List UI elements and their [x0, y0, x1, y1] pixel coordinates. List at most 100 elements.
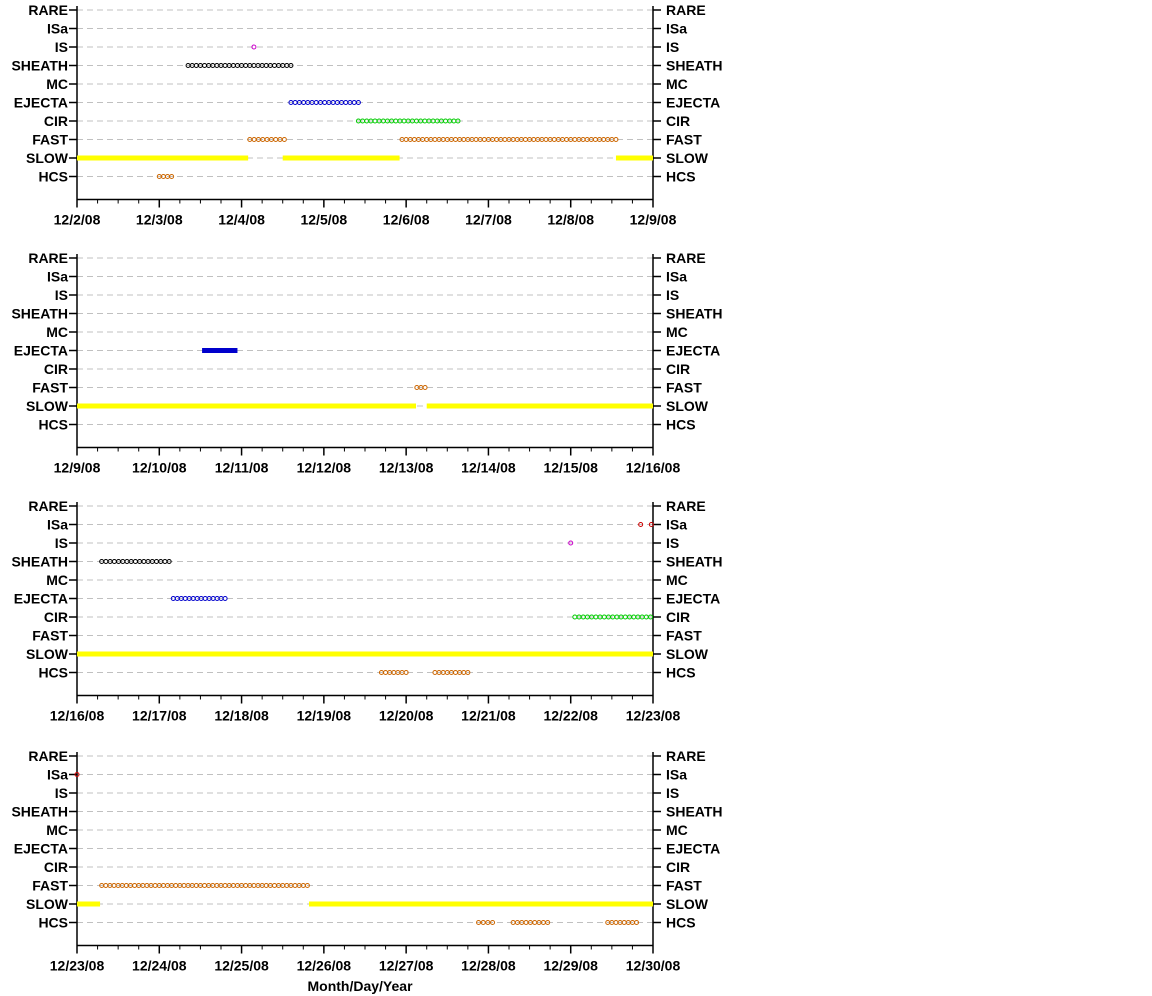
x-tick-label: 12/6/08: [383, 212, 430, 228]
x-tick-label: 12/24/08: [132, 958, 187, 974]
data-point-cir: [455, 118, 461, 124]
x-tick-label: 12/2/08: [54, 212, 101, 228]
category-label-left: SLOW: [26, 398, 69, 414]
category-label-left: ISa: [47, 517, 68, 533]
data-point-fast: [592, 137, 598, 142]
panel-2: RARE RARE ISa ISa IS IS SHEATH SHEATH MC MC EJECTA…: [11, 250, 722, 476]
data-point-fast: [304, 883, 310, 888]
category-label-left: SLOW: [26, 896, 69, 912]
data-point-cir: [648, 614, 654, 620]
data-point-fast: [222, 883, 228, 888]
category-label-right: CIR: [666, 113, 690, 129]
category-label-left: SLOW: [26, 646, 69, 662]
data-point-hcs: [383, 670, 389, 675]
x-tick-label: 12/19/08: [297, 708, 352, 724]
x-tick-label: 12/27/08: [379, 958, 434, 974]
category-label-left: SHEATH: [11, 804, 68, 820]
category-label-right: HCS: [666, 665, 696, 681]
data-point-fast: [572, 137, 578, 142]
category-label-right: HCS: [666, 417, 696, 433]
category-label-left: EJECTA: [14, 95, 68, 111]
x-tick-label: 12/30/08: [626, 958, 681, 974]
x-tick-label: 12/16/08: [626, 460, 681, 476]
panel-1: RARE RARE ISa ISa IS IS SHEATH SHEATH MC MC EJECTA…: [11, 2, 722, 228]
x-tick-label: 12/8/08: [547, 212, 594, 228]
category-label-right: IS: [666, 785, 679, 801]
data-point-fast: [132, 883, 138, 888]
category-label-left: RARE: [28, 2, 68, 18]
data-point-sheath: [222, 63, 228, 68]
data-point-ejecta: [355, 100, 361, 105]
x-tick-label: 12/9/08: [630, 212, 677, 228]
category-label-right: EJECTA: [666, 95, 720, 111]
x-tick-label: 12/29/08: [543, 958, 598, 974]
x-tick-label: 12/10/08: [132, 460, 187, 476]
data-point-fast: [422, 385, 428, 390]
category-label-right: SHEATH: [666, 554, 723, 570]
category-label-left: MC: [46, 324, 68, 340]
data-point-fast: [453, 137, 459, 142]
category-label-right: CIR: [666, 859, 690, 875]
data-point-sheath: [166, 559, 172, 564]
data-point-hcs: [485, 920, 491, 925]
category-label-right: FAST: [666, 628, 702, 644]
category-label-right: SHEATH: [666, 58, 723, 74]
category-label-right: SLOW: [666, 398, 709, 414]
category-label-right: RARE: [666, 498, 706, 514]
data-point-ejecta: [322, 100, 328, 105]
category-label-left: CIR: [44, 609, 68, 625]
x-tick-label: 12/16/08: [50, 708, 105, 724]
x-tick-label: 12/20/08: [379, 708, 434, 724]
data-point-cir: [443, 118, 449, 124]
category-label-left: FAST: [32, 380, 68, 396]
data-point-hcs: [545, 920, 551, 925]
data-point-sheath: [162, 559, 168, 564]
x-tick-label: 12/4/08: [218, 212, 265, 228]
category-label-left: RARE: [28, 748, 68, 764]
x-tick-label: 12/11/08: [215, 460, 269, 476]
data-point-fast: [292, 883, 298, 888]
x-tick-label: 12/23/08: [50, 958, 105, 974]
category-label-right: SLOW: [666, 896, 709, 912]
x-tick-label: 12/13/08: [379, 460, 434, 476]
category-label-left: HCS: [38, 169, 68, 185]
category-label-left: SLOW: [26, 150, 69, 166]
data-point-fast: [432, 137, 438, 142]
data-point-ejecta: [292, 100, 298, 105]
category-label-right: EJECTA: [666, 841, 720, 857]
x-tick-label: 12/14/08: [461, 460, 516, 476]
x-tick-label: 12/17/08: [132, 708, 187, 724]
data-point-hcs: [453, 670, 459, 675]
category-label-right: ISa: [666, 517, 687, 533]
data-point-ejecta: [202, 596, 208, 601]
category-label-right: IS: [666, 287, 679, 303]
category-label-right: HCS: [666, 915, 696, 931]
category-label-left: MC: [46, 822, 68, 838]
data-point-is: [251, 44, 257, 50]
category-label-left: MC: [46, 572, 68, 588]
category-label-left: FAST: [32, 878, 68, 894]
category-label-left: EJECTA: [14, 841, 68, 857]
category-label-right: FAST: [666, 132, 702, 148]
category-label-right: RARE: [666, 2, 706, 18]
chart-panels: RARE RARE ISa ISa IS IS SHEATH SHEATH MC MC EJECTA…: [11, 2, 722, 974]
x-tick-label: 12/28/08: [461, 958, 516, 974]
category-label-right: IS: [666, 535, 679, 551]
x-tick-label: 12/3/08: [136, 212, 183, 228]
category-label-left: SHEATH: [11, 554, 68, 570]
x-tick-label: 12/23/08: [626, 708, 681, 724]
category-label-right: CIR: [666, 361, 690, 377]
data-point-sheath: [202, 63, 208, 68]
data-point-fast: [152, 883, 158, 888]
category-label-right: ISa: [666, 21, 687, 37]
x-tick-label: 12/22/08: [543, 708, 598, 724]
data-point-fast: [271, 883, 277, 888]
x-axis-title: Month/Day/Year: [307, 978, 413, 994]
category-label-left: IS: [55, 287, 68, 303]
category-label-left: ISa: [47, 269, 68, 285]
category-label-right: SLOW: [666, 150, 709, 166]
data-point-ejecta: [182, 596, 188, 601]
data-point-hcs: [169, 174, 175, 179]
data-point-isa: [74, 772, 80, 777]
